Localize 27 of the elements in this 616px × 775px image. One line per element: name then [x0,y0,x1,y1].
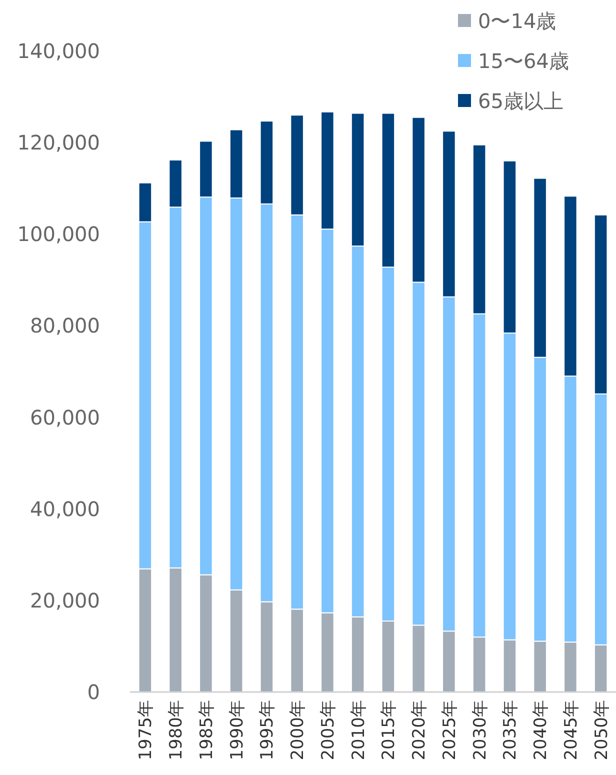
x-tick-label: 2010年 [348,700,369,760]
y-tick-label: 80,000 [30,314,100,338]
x-tick-label: 2000年 [288,700,308,760]
x-tick-label: 2040年 [531,700,552,760]
x-tick-label: 1995年 [258,700,278,760]
y-tick-label: 140,000 [17,39,100,63]
legend-label: 0〜14歳 [478,9,556,33]
y-tick-label: 120,000 [17,130,100,155]
x-tick-label: 2015年 [379,700,400,760]
x-tick-label: 2050年 [592,700,612,760]
x-tick-label: 2025年 [440,700,460,760]
x-tick-label: 2020年 [410,700,430,760]
y-tick-label: 60,000 [30,405,100,430]
y-tick-label: 100,000 [17,222,100,246]
y-tick-label: 40,000 [30,496,100,521]
x-tick-label: 1990年 [227,700,248,760]
y-tick-label: 0 [87,680,100,704]
x-tick-label: 2035年 [500,700,521,760]
x-tick-label: 1975年 [136,700,156,760]
legend-label: 15〜64歳 [478,49,569,73]
x-tick-label: 2045年 [561,700,582,760]
x-tick-label: 2005年 [318,700,338,760]
legend-label: 65歳以上 [478,89,564,113]
x-tick-label: 1985年 [196,700,217,760]
x-tick-label: 2030年 [470,700,490,760]
y-tick-label: 20,000 [30,588,100,612]
x-tick-label: 1980年 [166,700,187,760]
